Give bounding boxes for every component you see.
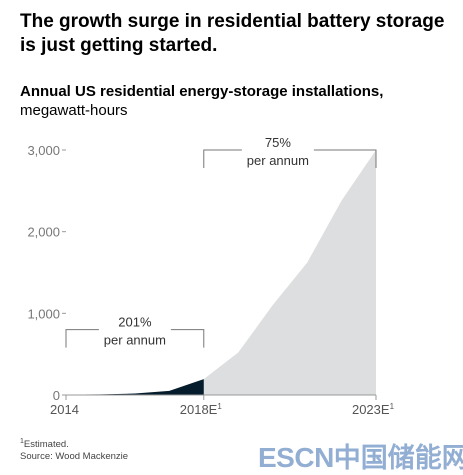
annotation-rate-1: 75% (265, 135, 291, 150)
x-tick-sup-2018: 1 (217, 402, 222, 411)
x-tick-label-2023: 2023E1 (352, 402, 395, 417)
estimated-area (204, 150, 376, 395)
annotation-bracket-left-1 (204, 150, 242, 168)
annotation-bracket-left-0 (66, 330, 99, 348)
annotation-period-0: per annum (104, 333, 166, 348)
x-tick-label-2018: 2018E1 (180, 402, 223, 417)
x-tick-label-2014: 2014 (50, 402, 79, 417)
footnotes: 1Estimated. Source: Wood Mackenzie (20, 436, 128, 463)
source-note: Source: Wood Mackenzie (20, 451, 128, 463)
estimated-footnote: 1Estimated. (20, 436, 128, 451)
actual-area (66, 379, 204, 395)
watermark-cjk: 中国储能网 (334, 443, 463, 473)
y-tick-label-3000: 3,000 (27, 143, 60, 158)
escn-watermark-logo: ESCN中国储能网 (258, 436, 463, 475)
watermark-latin: ESCN (258, 442, 334, 473)
y-tick-label-1000: 1,000 (27, 306, 60, 321)
estimated-footnote-text: Estimated. (24, 439, 69, 450)
annotation-rate-0: 201% (118, 315, 152, 330)
y-tick-label-2000: 2,000 (27, 225, 60, 240)
annotation-bracket-right-0 (171, 330, 204, 348)
y-tick-label-0: 0 (53, 388, 60, 403)
x-tick-sup-2023: 1 (390, 402, 395, 411)
annotation-period-1: per annum (247, 153, 309, 168)
